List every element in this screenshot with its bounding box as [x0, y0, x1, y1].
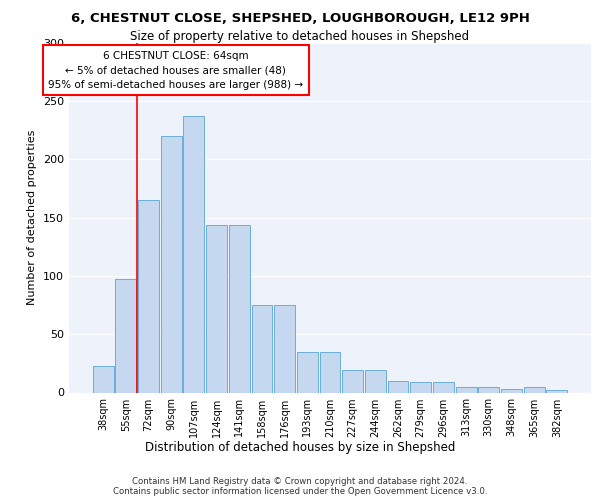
Text: 6 CHESTNUT CLOSE: 64sqm
← 5% of detached houses are smaller (48)
95% of semi-det: 6 CHESTNUT CLOSE: 64sqm ← 5% of detached…: [48, 50, 304, 90]
Y-axis label: Number of detached properties: Number of detached properties: [28, 130, 37, 305]
Bar: [342, 370, 363, 392]
Bar: [115, 280, 136, 392]
Text: 6, CHESTNUT CLOSE, SHEPSHED, LOUGHBOROUGH, LE12 9PH: 6, CHESTNUT CLOSE, SHEPSHED, LOUGHBOROUG…: [71, 12, 529, 24]
Bar: [547, 390, 567, 392]
Bar: [410, 382, 431, 392]
Bar: [206, 224, 227, 392]
Bar: [365, 370, 386, 392]
Text: Distribution of detached houses by size in Shepshed: Distribution of detached houses by size …: [145, 441, 455, 454]
Bar: [433, 382, 454, 392]
Bar: [161, 136, 182, 392]
Bar: [455, 386, 476, 392]
Bar: [478, 386, 499, 392]
Bar: [138, 200, 159, 392]
Bar: [297, 352, 318, 393]
Text: Size of property relative to detached houses in Shepshed: Size of property relative to detached ho…: [130, 30, 470, 43]
Bar: [229, 224, 250, 392]
Bar: [524, 386, 545, 392]
Bar: [501, 389, 522, 392]
Bar: [320, 352, 340, 393]
Bar: [388, 381, 409, 392]
Text: Contains HM Land Registry data © Crown copyright and database right 2024.
Contai: Contains HM Land Registry data © Crown c…: [113, 476, 487, 496]
Bar: [251, 305, 272, 392]
Bar: [274, 305, 295, 392]
Bar: [184, 116, 205, 392]
Bar: [93, 366, 113, 392]
